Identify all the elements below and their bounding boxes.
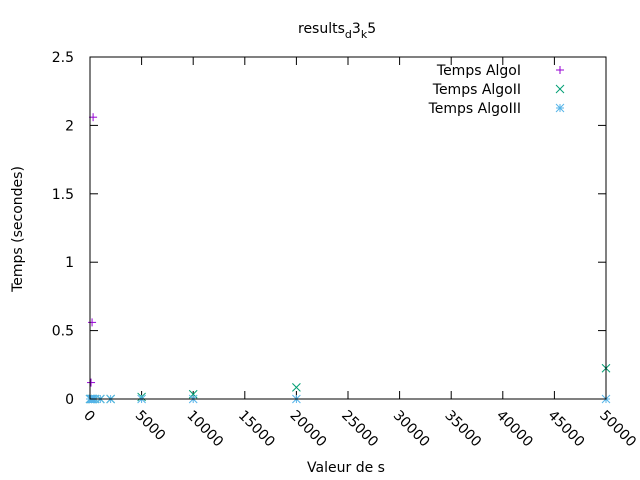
y-tick-label: 0.5 xyxy=(52,324,74,340)
chart-title-end: 5 xyxy=(367,21,376,37)
x-tick-label: 50000 xyxy=(596,408,639,451)
y-tick-label: 1.5 xyxy=(52,187,74,203)
data-marks xyxy=(85,113,611,404)
legend-label: Temps AlgoIII xyxy=(428,101,521,117)
y-tick-label: 1 xyxy=(65,255,74,271)
chart-title-sub2: k xyxy=(361,28,368,41)
x-tick-label: 10000 xyxy=(183,408,226,451)
x-tick-label: 15000 xyxy=(235,408,278,451)
x-tick-label: 35000 xyxy=(441,408,484,451)
legend: Temps AlgoI Temps AlgoII Temps AlgoIII xyxy=(428,63,565,117)
chart-title-sub1: d xyxy=(345,28,352,41)
x-tick-label: 40000 xyxy=(493,408,536,451)
chart-title-mid: 3 xyxy=(352,21,361,37)
y-tick-label: 2.5 xyxy=(52,50,74,66)
legend-marker-cross xyxy=(555,84,565,94)
data-point-plus xyxy=(88,318,97,327)
x-tick-label: 0 xyxy=(80,408,98,426)
x-tick-label: 30000 xyxy=(390,408,433,451)
chart-title-main: results xyxy=(298,21,345,37)
legend-marker-star xyxy=(555,103,565,113)
plot-frame xyxy=(89,56,607,400)
x-tick-label: 25000 xyxy=(338,408,381,451)
data-point-cross xyxy=(292,383,301,392)
x-tick-label: 20000 xyxy=(287,408,330,451)
data-point-plus xyxy=(87,378,96,387)
legend-label: Temps AlgoI xyxy=(436,63,521,79)
chart-title: resultsd3k5 xyxy=(298,21,376,41)
legend-marker-plus xyxy=(556,66,564,74)
x-axis-label: Valeur de s xyxy=(307,460,385,476)
y-tick-label: 0 xyxy=(65,392,74,408)
x-tick-label: 5000 xyxy=(132,408,169,445)
axis-ticks: 0 0.5 1 1.5 2 2.5 0 5000 10000 15000 20000 25000 300… xyxy=(52,50,639,450)
y-tick-label: 2 xyxy=(65,118,74,134)
x-tick-label: 45000 xyxy=(545,408,588,451)
y-axis-label: Temps (secondes) xyxy=(10,166,26,293)
legend-label: Temps AlgoII xyxy=(432,82,521,98)
